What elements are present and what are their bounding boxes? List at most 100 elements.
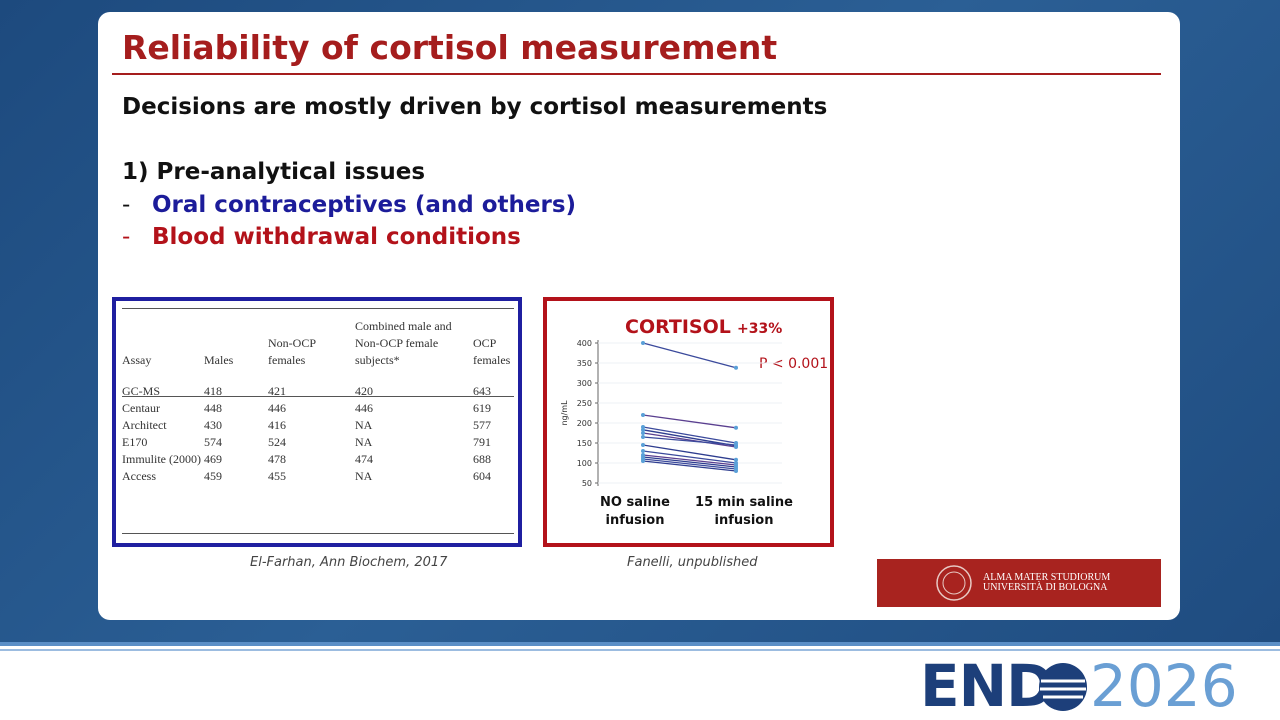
y-tick-label: 250 xyxy=(577,399,592,408)
chart-title: CORTISOL xyxy=(625,316,731,338)
table-cell: NA xyxy=(355,469,373,483)
table-cell: 478 xyxy=(268,452,286,466)
header-cell: Assay xyxy=(122,353,152,367)
annotation: P < 0.001 xyxy=(759,356,828,372)
table-cell: 455 xyxy=(268,469,286,483)
data-point xyxy=(734,365,738,370)
table-cell: E170 xyxy=(122,435,148,449)
table-cell: 448 xyxy=(204,401,222,415)
bullet: Blood withdrawal conditions xyxy=(152,224,521,250)
table-cell: 469 xyxy=(204,452,222,466)
data-line xyxy=(642,456,737,468)
data-point xyxy=(641,413,645,417)
header-cell: OCP females xyxy=(473,336,511,367)
table-cell: Centaur xyxy=(122,401,160,415)
data-line xyxy=(642,436,737,446)
table-cell: 446 xyxy=(268,401,286,415)
table-cell: NA xyxy=(355,435,373,449)
university-logo: ALMA MATER STUDIORUM UNIVERSITÀ DI BOLOG… xyxy=(877,559,1161,607)
data-point xyxy=(641,341,645,345)
data-point xyxy=(641,443,645,447)
data-line xyxy=(642,342,737,369)
table-row: Centaur 448 446 446 619 xyxy=(122,400,518,417)
y-tick-label: 350 xyxy=(577,359,592,368)
data-point xyxy=(641,435,645,439)
table-cell: 688 xyxy=(473,452,491,466)
title-rule xyxy=(112,73,1161,75)
data-line xyxy=(642,458,737,470)
header-cell: Combined male and Non-OCP female subject… xyxy=(355,319,452,367)
data-line xyxy=(642,426,737,444)
y-tick-label: 150 xyxy=(577,439,592,448)
chart-frame xyxy=(543,297,834,547)
table-cell: Access xyxy=(122,469,156,483)
x-tick-label: NO saline infusion xyxy=(600,495,670,528)
data-point xyxy=(641,449,645,453)
data-point xyxy=(734,457,738,462)
data-line xyxy=(642,450,737,464)
table-rule xyxy=(122,308,514,309)
data-table: Assay Males Non-OCP females Combined male a… xyxy=(122,318,518,485)
data-point xyxy=(734,425,738,430)
header-row: Assay Males Non-OCP females Combined male a… xyxy=(122,318,518,375)
data-point xyxy=(641,425,645,429)
table-wrap: Assay Males Non-OCP females Combined male a… xyxy=(122,318,518,485)
x-tick-label: 15 min saline infusion xyxy=(695,495,793,528)
data-point xyxy=(641,427,645,432)
logo-text: UNIVERSITÀ DI BOLOGNA xyxy=(983,582,1108,593)
table-row: Architect 430 416 NA 577 xyxy=(122,417,518,434)
lead-text: Decisions are mostly driven by cortisol … xyxy=(122,94,828,120)
table-cell: 474 xyxy=(355,452,373,466)
y-tick-label: 100 xyxy=(577,459,592,468)
table-rule xyxy=(122,396,514,397)
data-point xyxy=(734,443,738,447)
table-cell: 643 xyxy=(473,384,491,398)
y-tick-label: 300 xyxy=(577,379,592,388)
table-cell: 574 xyxy=(204,435,222,449)
globe-icon xyxy=(1039,663,1087,711)
data-line xyxy=(642,454,737,466)
table-row: E170 574 524 NA 791 xyxy=(122,434,518,451)
table-cell: 420 xyxy=(355,384,373,398)
table-cell: 619 xyxy=(473,401,491,415)
table-cell: 421 xyxy=(268,384,286,398)
data-line xyxy=(642,414,737,429)
table-cell: Immulite (2000) xyxy=(122,452,201,466)
table-cell: 446 xyxy=(355,401,373,415)
y-tick-label: 50 xyxy=(582,479,592,488)
table-cell: NA xyxy=(355,418,373,432)
conference-logo: END xyxy=(920,652,1054,720)
table-frame xyxy=(112,297,522,547)
data-point xyxy=(641,431,645,435)
table-cell: 459 xyxy=(204,469,222,483)
data-point xyxy=(641,459,645,463)
y-axis-label: ng/mL xyxy=(560,400,569,426)
table-row: Access 459 455 NA 604 xyxy=(122,468,518,485)
table-row: Immulite (2000) 469 478 474 688 xyxy=(122,451,518,468)
table-cell: 791 xyxy=(473,435,491,449)
caption: El-Farhan, Ann Biochem, 2017 xyxy=(250,555,448,570)
footer-band xyxy=(0,649,1280,651)
table-row: GC-MS 418 421 420 643 xyxy=(122,383,518,400)
data-line xyxy=(642,444,737,461)
table-cell: Architect xyxy=(122,418,167,432)
data-line xyxy=(642,460,737,472)
table-cell: 430 xyxy=(204,418,222,432)
table-cell: 418 xyxy=(204,384,222,398)
table-cell: GC-MS xyxy=(122,384,161,398)
slide-title: Reliability of cortisol measurement xyxy=(122,28,778,67)
table-cell: 604 xyxy=(473,469,491,483)
logo-text: ALMA MATER STUDIORUM xyxy=(983,572,1111,583)
table-cell: 577 xyxy=(473,418,491,432)
section-heading: 1) Pre-analytical issues xyxy=(122,159,426,185)
bullet-dash: - xyxy=(122,192,131,218)
header-cell: Non-OCP females xyxy=(268,336,316,367)
header-cell: Males xyxy=(204,353,234,367)
spacer-row xyxy=(122,375,518,383)
data-point xyxy=(734,469,738,473)
footer-band xyxy=(0,642,1280,646)
bullet: Oral contraceptives (and others) xyxy=(152,192,577,218)
table-rule xyxy=(122,533,514,534)
seal-icon xyxy=(936,565,972,601)
